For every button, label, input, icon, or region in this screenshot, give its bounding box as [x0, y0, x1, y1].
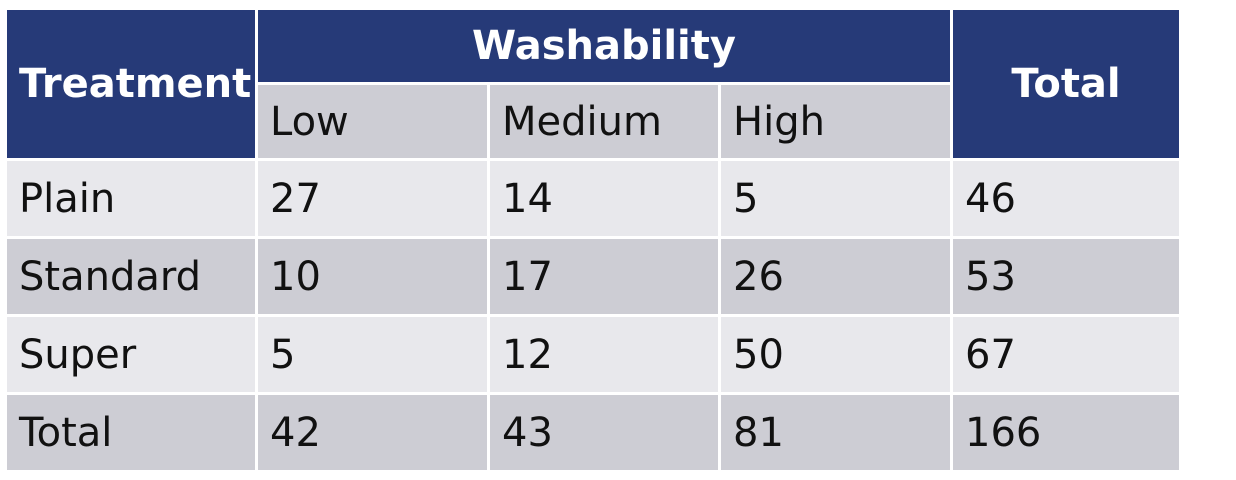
row-label: Standard — [7, 239, 255, 314]
row-label: Super — [7, 317, 255, 392]
cell-low: 10 — [258, 239, 487, 314]
header-treatment: Treatment — [7, 10, 255, 158]
cell-high: 5 — [721, 161, 950, 236]
table-row-super: Super 5 12 50 67 — [7, 317, 1179, 392]
header-level-high: High — [721, 85, 950, 158]
cell-medium: 12 — [490, 317, 718, 392]
table-row-total: Total 42 43 81 166 — [7, 395, 1179, 470]
header-row-levels: Low Medium High — [7, 85, 1179, 158]
row-label: Total — [7, 395, 255, 470]
cell-medium: 43 — [490, 395, 718, 470]
cell-low: 42 — [258, 395, 487, 470]
table-row-plain: Plain 27 14 5 46 — [7, 161, 1179, 236]
washability-table: Treatment Washability Total Low Medium H… — [4, 7, 1182, 473]
header-washability: Washability — [258, 10, 950, 82]
contingency-table-container: Treatment Washability Total Low Medium H… — [4, 7, 1182, 473]
cell-low: 27 — [258, 161, 487, 236]
cell-total: 53 — [953, 239, 1179, 314]
cell-medium: 14 — [490, 161, 718, 236]
header-row-top: Treatment Washability Total — [7, 10, 1179, 158]
row-label: Plain — [7, 161, 255, 236]
cell-total: 67 — [953, 317, 1179, 392]
table-row-standard: Standard 10 17 26 53 — [7, 239, 1179, 314]
cell-high: 81 — [721, 395, 950, 470]
header-level-low: Low — [258, 85, 487, 158]
cell-low: 5 — [258, 317, 487, 392]
cell-total: 46 — [953, 161, 1179, 236]
cell-total: 166 — [953, 395, 1179, 470]
header-level-medium: Medium — [490, 85, 718, 158]
cell-high: 26 — [721, 239, 950, 314]
cell-medium: 17 — [490, 239, 718, 314]
cell-high: 50 — [721, 317, 950, 392]
header-total: Total — [953, 10, 1179, 158]
